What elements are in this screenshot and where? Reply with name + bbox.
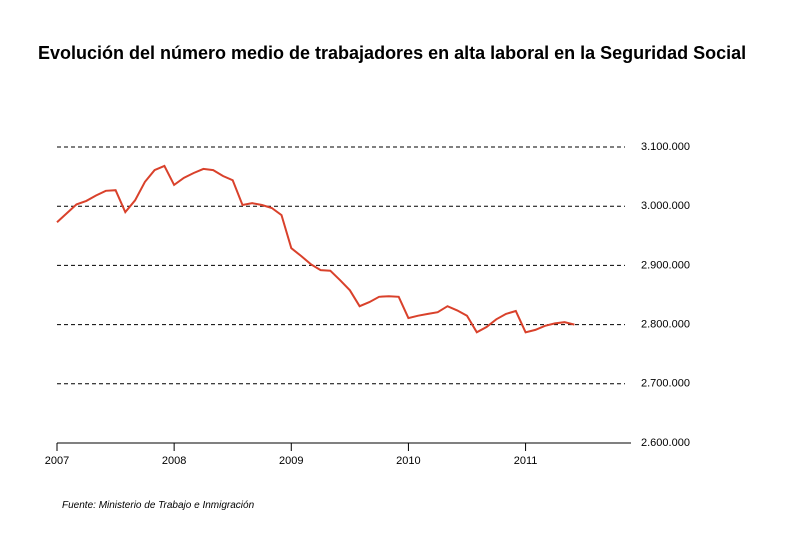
- x-tick-label: 2008: [162, 455, 186, 467]
- y-tick-label: 2.800.000: [641, 319, 690, 331]
- data-line: [56, 164, 575, 334]
- y-tick-label: 3.000.000: [641, 200, 690, 212]
- y-tick-label: 2.600.000: [641, 437, 690, 449]
- chart-title: Evolución del número medio de trabajador…: [38, 43, 747, 63]
- x-tick-label: 2009: [279, 455, 303, 467]
- source-note: Fuente: Ministerio de Trabajo e Inmigrac…: [62, 500, 255, 511]
- x-tick-label: 2011: [514, 455, 538, 467]
- y-tick-label: 2.700.000: [641, 378, 690, 390]
- y-tick-label: 2.900.000: [641, 259, 690, 271]
- x-tick-label: 2010: [396, 455, 420, 467]
- y-tick-label: 3.100.000: [641, 141, 690, 153]
- x-tick-label: 2007: [45, 455, 69, 467]
